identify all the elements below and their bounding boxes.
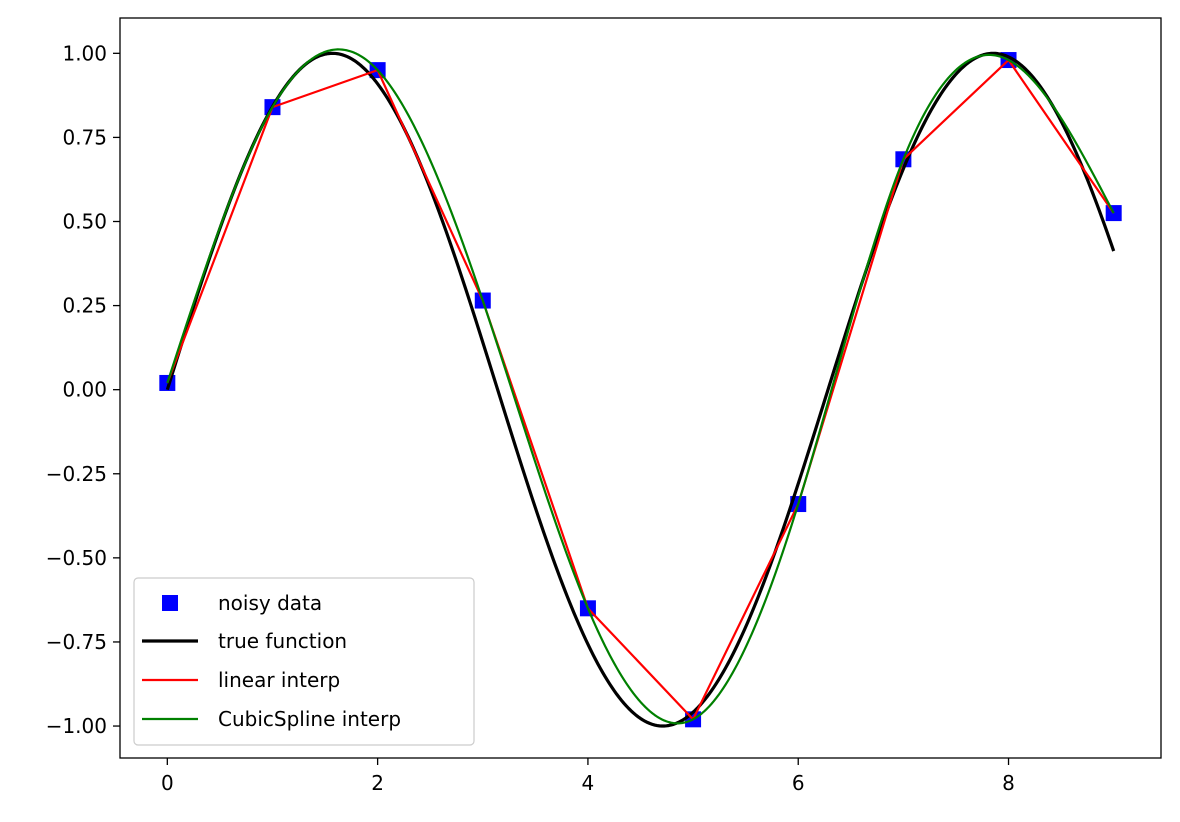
y-tick-label: 1.00 (62, 41, 107, 65)
y-tick-label: −0.50 (46, 546, 107, 570)
x-tick-label: 2 (371, 771, 384, 795)
y-axis: 1.00 0.75 0.50 0.25 0.00 −0.25 −0.50 −0.75 −1.00 (46, 41, 120, 738)
legend-marker-noisy-data (162, 595, 178, 611)
series-linear-interp-line (166, 58, 1115, 721)
y-tick-label: −0.25 (46, 462, 107, 486)
legend-label: true function (218, 629, 347, 653)
legend-box (133, 577, 475, 746)
legend-label: linear interp (218, 668, 340, 692)
y-tick-label: −0.75 (46, 630, 107, 654)
data-point-marker (1105, 205, 1122, 222)
x-axis: 0 2 4 6 8 (161, 758, 1015, 795)
x-tick-label: 0 (161, 771, 174, 795)
y-tick-label: 0.25 (62, 294, 107, 318)
series-true-function-line (165, 51, 1116, 728)
y-tick-label: 0.00 (62, 378, 107, 402)
x-tick-label: 6 (792, 771, 805, 795)
plot-area (159, 48, 1122, 728)
legend-label: CubicSpline interp (218, 707, 401, 731)
series-cubicspline-interp-line (166, 48, 1115, 725)
x-tick-label: 4 (582, 771, 595, 795)
axes-frame (119, 17, 1162, 759)
legend: noisy data true function linear interp Cubi… (133, 577, 475, 746)
legend-label: noisy data (218, 591, 322, 615)
x-tick-label: 8 (1002, 771, 1015, 795)
y-tick-label: 0.50 (62, 210, 107, 234)
y-tick-label: −1.00 (46, 714, 107, 738)
y-tick-label: 0.75 (62, 125, 107, 149)
